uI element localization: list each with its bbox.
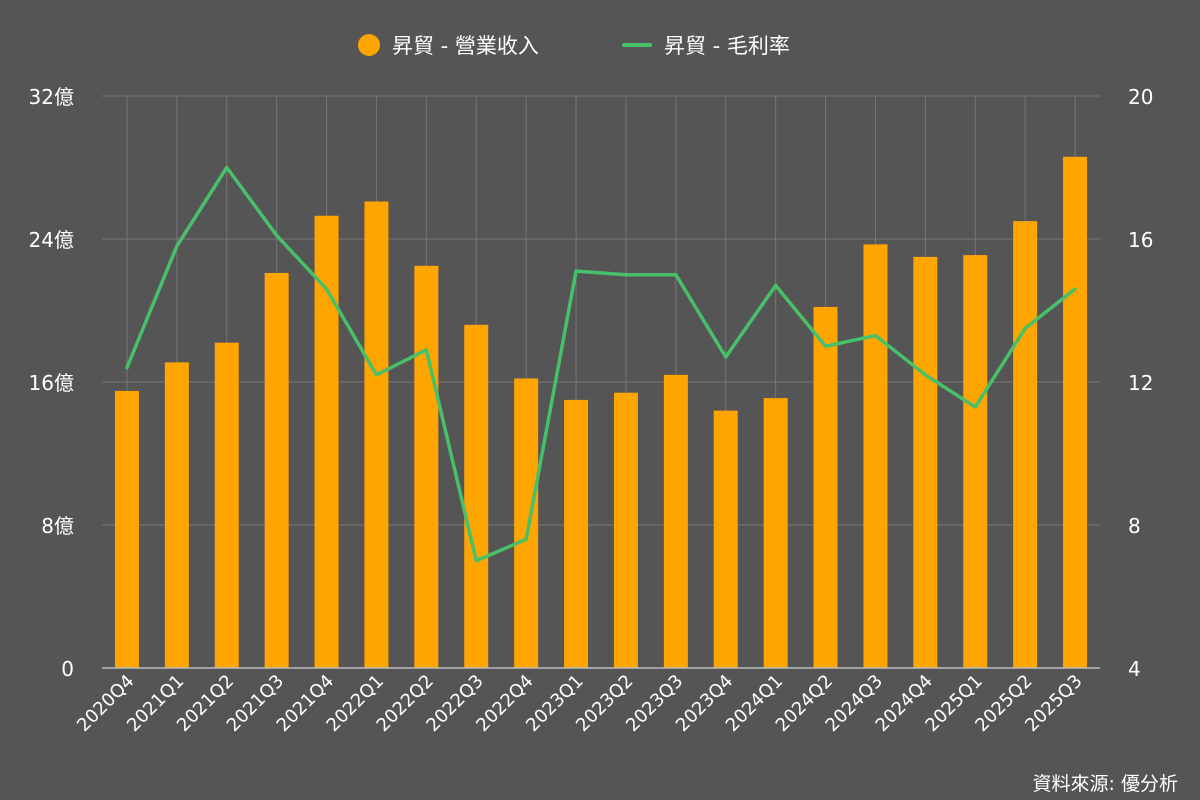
y-right-tick-label: 8 — [1128, 514, 1141, 538]
bar-revenue — [763, 398, 788, 668]
legend: 昇貿 - 營業收入 昇貿 - 毛利率 — [0, 30, 1200, 66]
y-left-tick-label: 16億 — [29, 371, 74, 395]
bar-revenue — [613, 392, 638, 668]
y-left-tick-label: 8億 — [41, 514, 74, 538]
bar-revenue — [963, 255, 988, 668]
bar-revenue — [663, 374, 688, 668]
bar-revenue — [713, 410, 738, 668]
bar-revenue — [564, 399, 589, 668]
legend-marker-revenue — [358, 34, 380, 56]
bar-revenue — [364, 201, 389, 668]
legend-marker-margin — [622, 43, 652, 47]
y-left-tick-label: 32億 — [29, 85, 74, 109]
bar-revenue — [863, 244, 888, 669]
bar-revenue — [464, 324, 489, 668]
bar-revenue — [1063, 156, 1088, 668]
y-right-tick-label: 4 — [1128, 657, 1141, 681]
y-right-tick-label: 12 — [1128, 371, 1153, 395]
legend-label-margin: 昇貿 - 毛利率 — [664, 34, 790, 58]
bar-revenue — [813, 306, 838, 668]
bar-revenue — [214, 342, 239, 668]
bar-revenue — [414, 265, 439, 668]
bar-revenue — [514, 378, 539, 668]
bar-revenue — [164, 362, 189, 668]
bar-revenue — [114, 390, 139, 668]
y-right-tick-label: 20 — [1128, 85, 1153, 109]
y-left-tick-label: 24億 — [29, 228, 74, 252]
line-margin — [125, 165, 1077, 563]
y-right-tick-label: 16 — [1128, 228, 1153, 252]
bar-revenue — [314, 215, 339, 668]
bar-revenue — [264, 272, 289, 668]
source-note: 資料來源: 優分析 — [1032, 773, 1178, 795]
legend-label-revenue: 昇貿 - 營業收入 — [392, 34, 539, 58]
bar-revenue — [913, 256, 938, 668]
legend-item-revenue[interactable]: 昇貿 - 營業收入 — [358, 30, 539, 60]
bar-revenue — [1013, 221, 1038, 668]
y-left-tick-label: 0 — [61, 657, 74, 681]
legend-item-margin[interactable]: 昇貿 - 毛利率 — [622, 30, 790, 60]
